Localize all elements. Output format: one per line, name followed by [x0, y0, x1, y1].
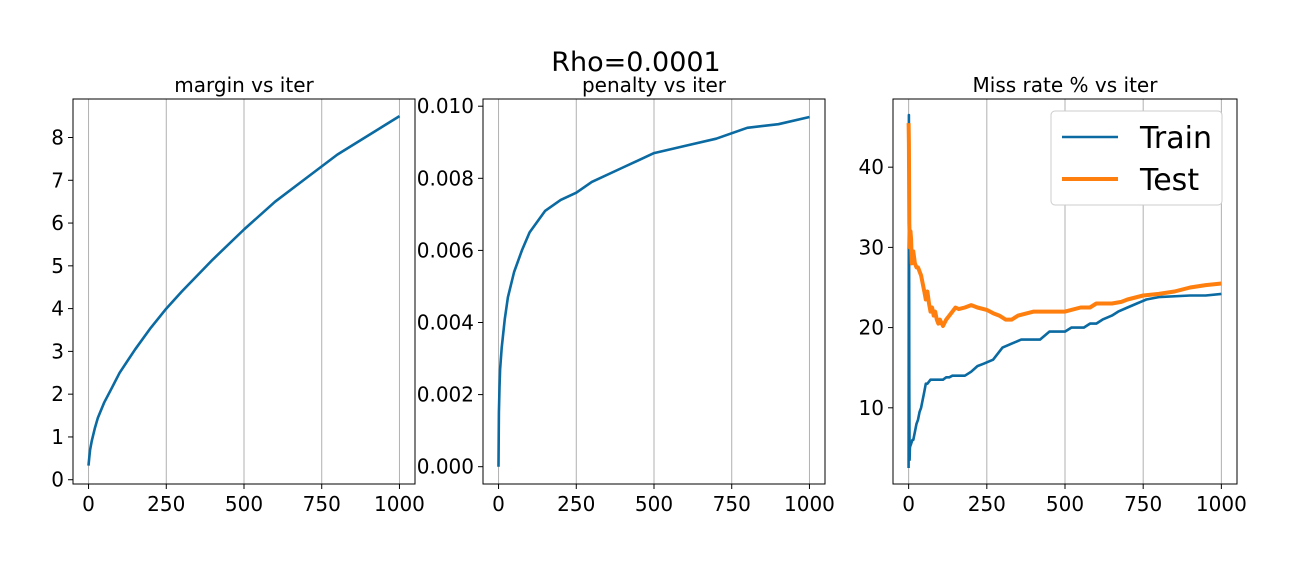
x-tick-label: 0	[492, 492, 505, 516]
x-tick-label: 750	[713, 492, 751, 516]
x-tick-label: 250	[147, 492, 185, 516]
x-tick-label: 500	[225, 492, 263, 516]
x-tick-label: 500	[635, 492, 673, 516]
x-tick-label: 0	[902, 492, 915, 516]
chart-title: margin vs iter	[174, 73, 314, 97]
y-tick-label: 2	[51, 382, 64, 406]
axes-frame	[482, 98, 826, 485]
y-tick-label: 1	[51, 425, 64, 449]
legend-label-test: Test	[1139, 163, 1199, 198]
panel-margin: margin vs iter 0 250 500 750 1000 0 1 2 3 4 5 6 7 8	[51, 73, 425, 516]
legend-label-train: Train	[1139, 121, 1212, 156]
x-tick-label: 1000	[374, 492, 425, 516]
y-tick-label: 0.006	[417, 238, 474, 262]
y-tick-label: 0.008	[417, 166, 474, 190]
y-tick-label: 40	[859, 155, 884, 179]
x-tick-label: 250	[968, 492, 1006, 516]
y-tick-label: 0.000	[417, 455, 474, 479]
y-tick-label: 3	[51, 339, 64, 363]
chart-title: Miss rate % vs iter	[973, 73, 1159, 97]
x-tick-label: 0	[82, 492, 95, 516]
y-tick-label: 0.002	[417, 383, 474, 407]
y-tick-label: 10	[859, 396, 884, 420]
x-tick-label: 250	[557, 492, 595, 516]
legend: Train Test	[1050, 110, 1223, 206]
y-tick-label: 5	[51, 254, 64, 278]
series-line-train	[907, 113, 1222, 469]
series-line	[497, 115, 810, 467]
y-tick-label: 30	[859, 235, 884, 259]
axes-frame	[892, 98, 1238, 485]
y-tick-label: 20	[859, 316, 884, 340]
y-tick-label: 7	[51, 168, 64, 192]
y-tick-label: 8	[51, 126, 64, 150]
axes-frame	[72, 98, 416, 485]
y-tick-label: 0.010	[417, 94, 474, 118]
x-tick-label: 750	[303, 492, 341, 516]
x-tick-label: 500	[1046, 492, 1084, 516]
x-tick-label: 1000	[1196, 492, 1247, 516]
x-tick-label: 750	[1124, 492, 1162, 516]
chart-title: penalty vs iter	[582, 73, 727, 97]
figure-suptitle: Rho=0.0001	[551, 47, 721, 78]
legend-box	[1050, 110, 1223, 206]
series-line	[87, 114, 401, 466]
panel-miss-rate: Miss rate % vs iter 0 250 500 750 1000 10 20 30 4…	[859, 73, 1247, 516]
y-tick-label: 6	[51, 211, 64, 235]
panel-penalty: penalty vs iter 0 250 500 750 1000 0.000 0.002 0…	[417, 73, 835, 516]
x-tick-label: 1000	[784, 492, 835, 516]
y-tick-label: 0.004	[417, 311, 474, 335]
y-tick-label: 4	[51, 297, 64, 321]
series-line-test	[906, 123, 1222, 328]
y-tick-label: 0	[51, 468, 64, 492]
